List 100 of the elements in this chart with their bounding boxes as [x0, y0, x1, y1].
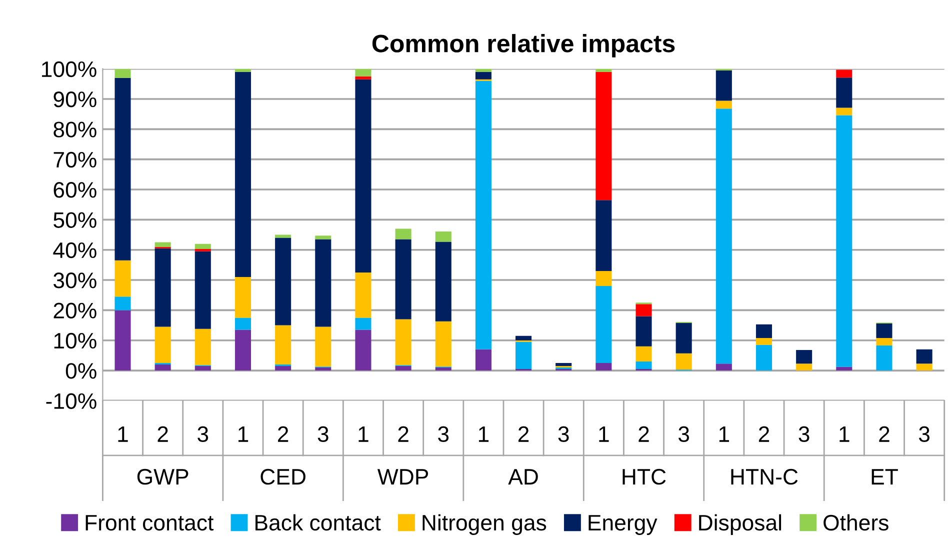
y-tick-label: 20%	[54, 302, 96, 318]
bar	[475, 68, 492, 72]
bar	[916, 349, 932, 364]
x-tick-label: 2	[518, 426, 529, 442]
bar	[275, 238, 292, 326]
legend-label: Disposal	[699, 514, 782, 535]
x-tick-label: 1	[478, 426, 489, 442]
bar	[275, 325, 292, 365]
bar	[355, 79, 372, 272]
bar	[234, 330, 251, 371]
y-tick-label: 100%	[42, 61, 96, 78]
bar	[194, 328, 211, 366]
bar	[234, 68, 251, 72]
x-tick-label: 1	[840, 426, 850, 442]
legend-label: Front contact	[86, 515, 214, 531]
x-tick-label: 1	[719, 426, 730, 442]
x-tick-label: 3	[918, 426, 930, 442]
bar	[234, 72, 251, 278]
x-tick-label: 2	[278, 426, 288, 442]
bar	[716, 70, 732, 101]
bar	[756, 344, 772, 371]
bar	[836, 78, 852, 108]
x-tick-label: 2	[879, 426, 890, 442]
bar	[315, 368, 332, 371]
text: ET	[872, 469, 898, 484]
bar	[234, 318, 251, 330]
y-tick-label: 80%	[54, 122, 96, 138]
bar	[796, 364, 812, 371]
bar	[275, 234, 292, 238]
x-tick-label: 3	[798, 426, 810, 442]
x-tick-label: 3	[678, 426, 690, 442]
bar	[435, 368, 452, 371]
x-tick-label: 2	[398, 426, 408, 442]
bar	[395, 228, 412, 240]
legend-label: Energy	[588, 515, 658, 535]
x-tick-label: 2	[758, 426, 770, 442]
bar	[114, 260, 131, 297]
bar	[355, 330, 372, 371]
bar	[154, 364, 171, 371]
bar	[836, 108, 852, 116]
text: AD	[508, 469, 538, 484]
y-tick-label: -10%	[46, 393, 96, 409]
bar	[395, 239, 412, 320]
bar	[676, 322, 692, 354]
text: HTN-C	[731, 468, 798, 485]
y-tick-label: 10%	[54, 332, 96, 349]
bar	[475, 349, 492, 371]
bar	[876, 338, 892, 346]
bar	[836, 115, 852, 367]
bar	[596, 362, 612, 371]
text: HTC	[622, 468, 666, 485]
x-tick-label: 3	[318, 426, 328, 442]
bar	[114, 296, 131, 310]
bar	[596, 68, 612, 72]
bar	[395, 366, 412, 371]
bar	[876, 323, 892, 338]
bar	[435, 231, 452, 242]
bar	[315, 326, 332, 367]
bar	[194, 244, 211, 249]
x-tick-label: 1	[358, 426, 368, 442]
bar	[194, 248, 211, 252]
legend-label: Others	[824, 514, 888, 531]
bar	[716, 100, 732, 109]
bar	[475, 72, 492, 80]
bar	[516, 342, 532, 370]
bar	[475, 80, 492, 350]
y-tick-label: 50%	[54, 212, 96, 228]
bar	[836, 366, 852, 371]
bar	[876, 345, 892, 371]
x-tick-label: 1	[599, 426, 609, 442]
bar	[596, 72, 612, 200]
bar	[676, 353, 692, 370]
bar	[355, 76, 372, 80]
y-tick-label: 40%	[53, 242, 96, 258]
bar	[435, 321, 452, 367]
bar	[916, 364, 932, 371]
bar	[596, 270, 612, 286]
x-tick-label: 2	[638, 426, 649, 442]
bar	[596, 286, 612, 363]
bar	[796, 350, 812, 364]
bar	[636, 304, 652, 316]
bar	[275, 366, 292, 371]
bar	[756, 324, 772, 338]
legend-label: Nitrogen gas	[422, 514, 546, 535]
bar	[395, 319, 412, 366]
bar	[154, 242, 171, 247]
y-tick-label: 60%	[54, 182, 96, 198]
y-tick-label: 0%	[66, 363, 96, 379]
x-tick-label: 3	[438, 426, 449, 442]
bar	[355, 272, 372, 318]
x-tick-label: 1	[238, 426, 248, 442]
bar	[556, 362, 572, 366]
bar	[636, 316, 652, 346]
bar	[114, 310, 131, 371]
x-tick-label: 3	[558, 426, 569, 442]
bar	[636, 361, 652, 370]
bar	[315, 239, 332, 327]
legend-label: Back contact	[256, 514, 381, 531]
text: CED	[260, 468, 306, 485]
bar	[355, 318, 372, 330]
